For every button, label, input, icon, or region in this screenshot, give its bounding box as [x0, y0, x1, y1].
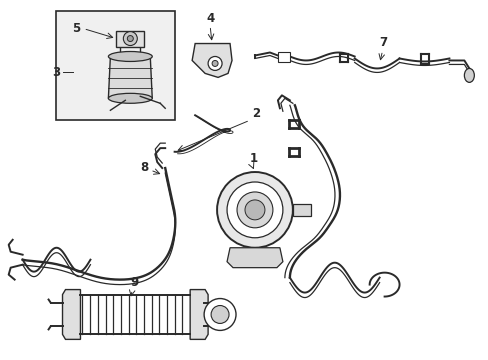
Text: 6: 6 [259, 203, 267, 216]
Circle shape [211, 306, 228, 323]
Circle shape [203, 298, 236, 330]
Text: 3: 3 [52, 66, 61, 79]
Polygon shape [192, 44, 232, 77]
Circle shape [244, 200, 264, 220]
Ellipse shape [108, 51, 152, 62]
Text: 9: 9 [130, 276, 138, 289]
Text: 4: 4 [205, 12, 214, 25]
Polygon shape [108, 57, 152, 98]
Text: 8: 8 [140, 161, 148, 174]
Circle shape [212, 60, 218, 67]
Polygon shape [226, 248, 283, 268]
Polygon shape [116, 31, 144, 46]
Bar [292, 204, 310, 216]
Circle shape [123, 32, 137, 45]
Circle shape [127, 36, 133, 41]
Ellipse shape [108, 93, 152, 103]
Polygon shape [62, 289, 81, 339]
Text: 1: 1 [249, 152, 258, 165]
Text: 5: 5 [72, 22, 81, 35]
Circle shape [237, 192, 272, 228]
Circle shape [226, 182, 283, 238]
Ellipse shape [464, 68, 473, 82]
Text: 7: 7 [379, 36, 387, 49]
Circle shape [208, 57, 222, 71]
Bar [56, 11, 175, 120]
Polygon shape [190, 289, 208, 339]
Bar [277, 53, 289, 62]
Circle shape [217, 172, 292, 248]
Text: 2: 2 [251, 107, 260, 120]
